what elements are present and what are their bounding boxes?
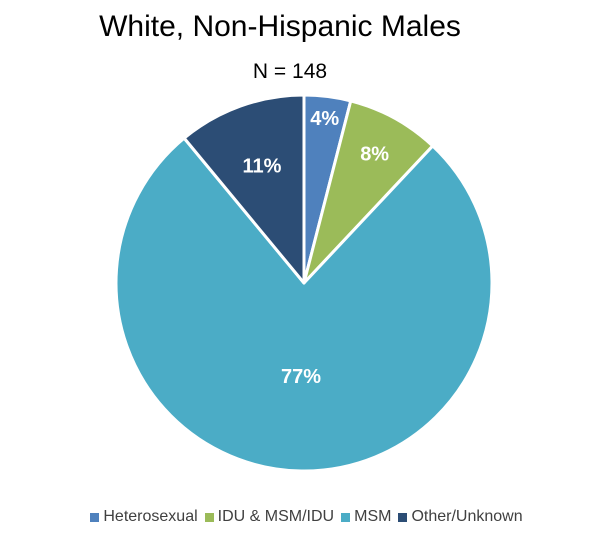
pie-slices: [114, 93, 494, 473]
legend-label: MSM: [354, 508, 392, 525]
legend-label: Other/Unknown: [411, 508, 523, 525]
chart-title: White, Non-Hispanic Males: [99, 10, 461, 43]
legend-swatch: [204, 512, 214, 522]
data-label: 11%: [243, 155, 282, 177]
data-label: 4%: [310, 108, 339, 130]
legend-item: IDU & MSM/IDU: [204, 508, 335, 526]
pie-slice-idu-msm-idu: [302, 99, 435, 285]
legend: Heterosexual IDU & MSM/IDU MSM Other/Unknow…: [0, 508, 613, 526]
data-label: 8%: [360, 143, 389, 165]
pie-slice-msm: [114, 136, 494, 473]
legend-label: IDU & MSM/IDU: [217, 508, 335, 525]
legend-item: Heterosexual: [90, 508, 198, 526]
legend-swatch: [341, 512, 351, 522]
pie-slice-other-unknown: [182, 93, 306, 285]
data-label: 77%: [281, 366, 321, 388]
pie-chart: 4% 8% 77% 11%: [114, 93, 494, 473]
legend-item: Other/Unknown: [398, 508, 523, 526]
legend-label: Heterosexual: [103, 508, 198, 525]
legend-swatch: [398, 512, 408, 522]
legend-item: MSM: [341, 508, 391, 526]
pie-data-labels: 4% 8% 77% 11%: [243, 108, 390, 388]
chart-subtitle: N = 148: [252, 60, 328, 83]
legend-swatch: [90, 512, 100, 522]
